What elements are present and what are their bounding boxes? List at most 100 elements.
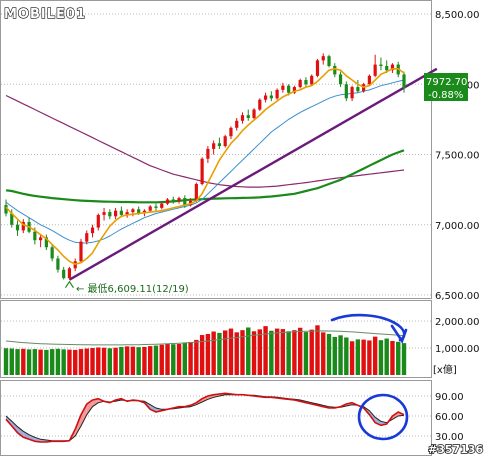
volume-bar <box>84 348 89 375</box>
volume-bar <box>90 348 95 375</box>
candlestick <box>44 234 48 251</box>
volume-bar <box>136 347 141 375</box>
volume-bar <box>32 349 38 375</box>
volume-bar <box>401 343 407 375</box>
oscillator-tick-label: 90.00 <box>435 392 464 403</box>
candlestick <box>119 206 123 217</box>
volume-bar <box>194 339 199 375</box>
candlestick <box>235 117 239 131</box>
candlestick <box>373 54 377 78</box>
volume-bar <box>55 348 61 375</box>
ma-mid-line <box>5 79 405 244</box>
volume-bar <box>159 344 164 375</box>
candlestick <box>160 202 164 210</box>
price-tick-label: 8,500.00 <box>435 10 480 21</box>
candlestick <box>263 92 268 103</box>
volume-bar <box>355 339 361 375</box>
volume-bar <box>153 345 159 375</box>
volume-bar <box>326 333 332 375</box>
candlestick <box>292 85 297 95</box>
volume-panel: 2,000.00 1,000.00 [x億] <box>0 300 480 378</box>
volume-bar <box>199 335 205 375</box>
candlestick <box>200 157 204 186</box>
volume-bar <box>228 328 234 375</box>
candlestick <box>96 213 100 231</box>
candlestick <box>148 205 152 213</box>
candlestick <box>39 234 43 248</box>
oscillator-red-line <box>5 392 405 443</box>
candlestick <box>402 71 406 93</box>
volume-bar <box>315 325 320 375</box>
volume-bar <box>171 344 176 375</box>
candlestick <box>310 74 314 86</box>
candlestick <box>275 88 279 100</box>
volume-bar <box>119 346 124 375</box>
candlestick <box>56 255 60 273</box>
candlestick <box>165 198 170 206</box>
candlestick <box>67 266 72 280</box>
candlestick <box>229 126 233 140</box>
candlestick <box>338 71 343 88</box>
price-panel: 8,500.008,000.007,500.007,000.006,500.00 <box>0 0 480 302</box>
watermark-logo: MOBILE01 <box>3 6 86 22</box>
volume-bar <box>211 331 216 375</box>
volume-bar <box>15 349 20 375</box>
candlestick <box>212 140 216 155</box>
volume-bar <box>130 346 136 375</box>
oscillator-tick-label: 30.00 <box>435 432 464 443</box>
candlestick <box>333 63 337 78</box>
volume-bar <box>188 342 193 375</box>
candlestick <box>321 53 325 65</box>
oscillator-fill <box>150 404 156 412</box>
candlestick <box>171 196 175 204</box>
candlestick <box>206 146 210 163</box>
oscillator-panel: 90.00 60.00 30.00 <box>0 380 464 456</box>
volume-bar <box>148 346 153 375</box>
oscillator-fill <box>80 404 87 426</box>
price-tick-label: 6,500.00 <box>435 291 480 302</box>
volume-bar <box>390 340 395 375</box>
volume-bar <box>246 327 251 375</box>
trend-line <box>68 67 438 281</box>
volume-bar <box>309 329 314 375</box>
volume-bar <box>176 343 182 375</box>
hand-drawn-annotations <box>330 313 409 441</box>
volume-bar <box>257 329 262 375</box>
last-price-change: -0.88% <box>428 90 463 101</box>
volume-bar <box>67 349 72 375</box>
candlestick <box>108 209 112 220</box>
volume-bar <box>182 342 188 375</box>
candlestick <box>125 209 129 218</box>
candlestick <box>223 134 227 148</box>
volume-bar <box>269 330 274 375</box>
volume-bar <box>49 349 55 375</box>
volume-bar <box>332 336 337 375</box>
candlestick <box>177 196 181 204</box>
volume-bar <box>344 337 349 375</box>
candlestick <box>15 220 20 236</box>
ma-short-line <box>5 68 405 265</box>
candlestick <box>85 230 89 245</box>
candlestick <box>298 78 302 89</box>
watermark-text: MOBILE01 <box>4 7 86 22</box>
candlestick <box>327 54 331 68</box>
candlestick <box>90 224 95 238</box>
candlestick <box>113 207 118 220</box>
volume-bar <box>292 330 297 375</box>
candlestick <box>252 108 256 120</box>
candlestick <box>154 203 158 211</box>
signature-text: #357136 <box>428 443 483 456</box>
volume-bar <box>286 331 291 375</box>
candlestick <box>102 207 106 221</box>
volume-bar <box>321 332 326 375</box>
volume-bar <box>113 347 118 375</box>
volume-bar <box>38 349 43 375</box>
volume-bar <box>124 346 130 375</box>
volume-unit-label: [x億] <box>433 363 457 376</box>
ma-longest-line <box>5 94 405 188</box>
volume-bar <box>21 348 26 375</box>
volume-bar <box>396 341 401 375</box>
low-price-annotation: ← 最低6,609.11(12/19) <box>76 282 189 295</box>
price-tick-label: 7,500.00 <box>435 151 480 162</box>
